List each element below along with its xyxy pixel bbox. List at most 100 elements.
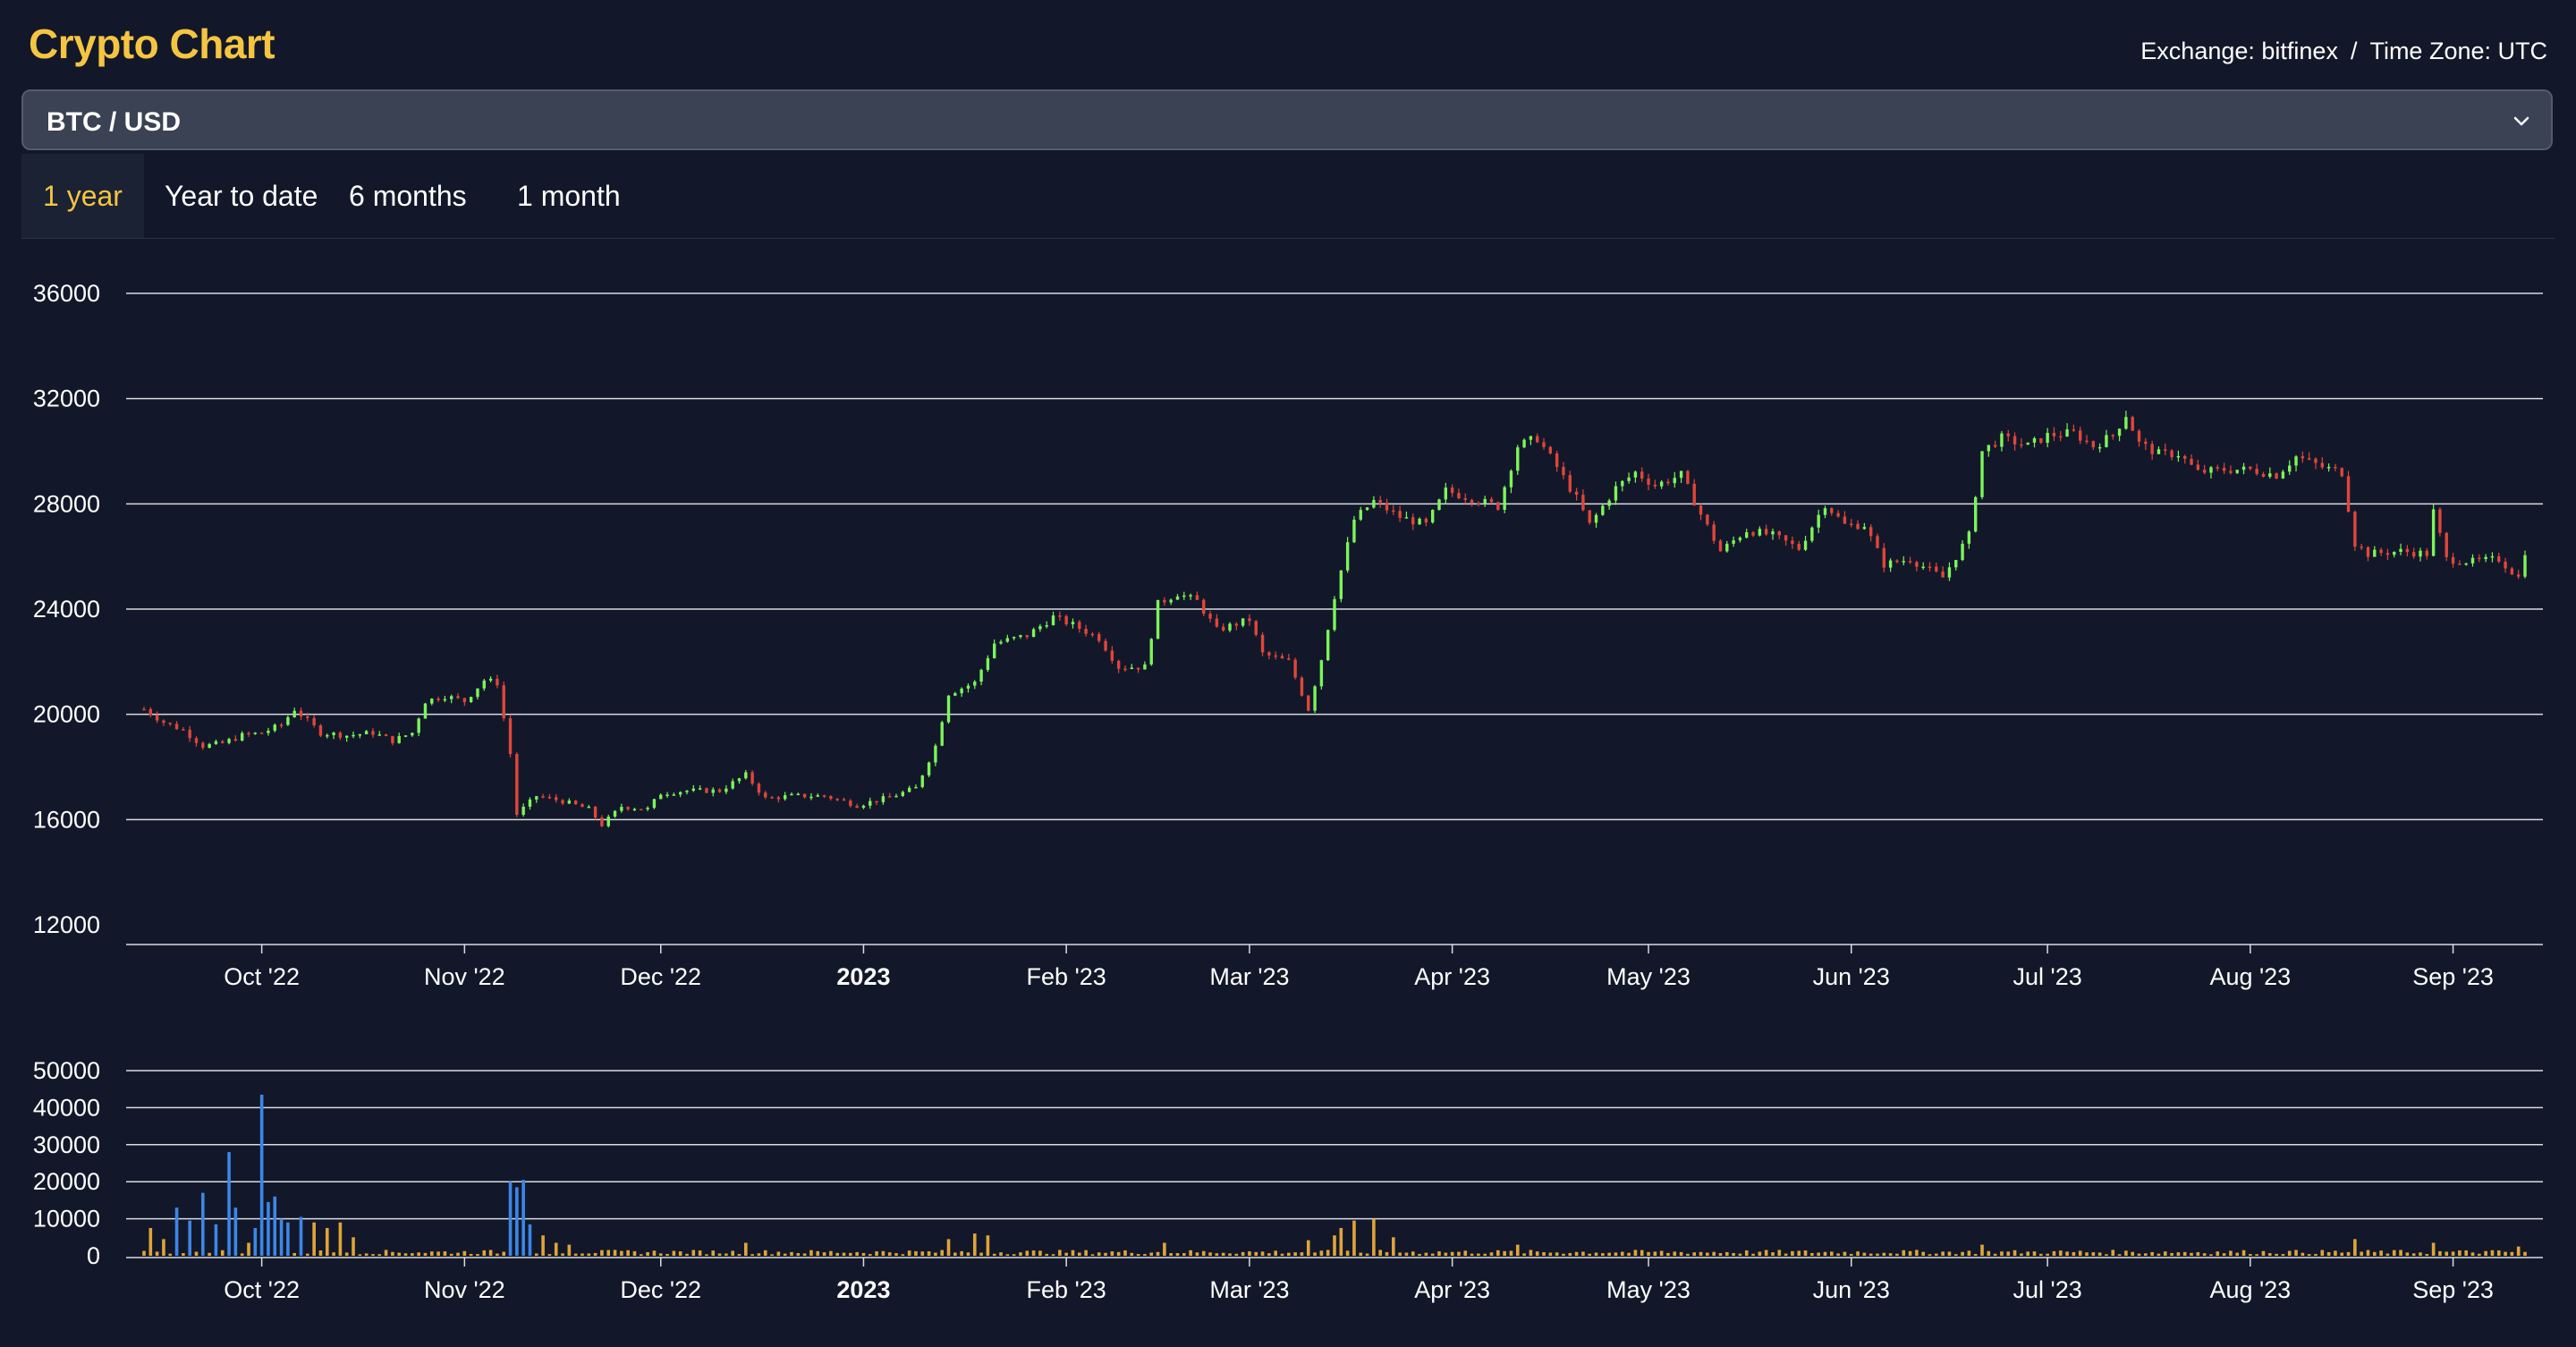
candle-up (2288, 465, 2292, 472)
pair-select[interactable]: BTC / USD (21, 89, 2553, 150)
candle-down (338, 733, 343, 738)
volume-bar (1888, 1253, 1893, 1256)
volume-bar (364, 1253, 369, 1256)
candle-up (1430, 510, 1435, 523)
candle-up (796, 793, 801, 796)
candle-up (1175, 596, 1180, 600)
volume-bar (731, 1250, 734, 1256)
candle-down (2131, 417, 2134, 431)
volume-bar (2046, 1253, 2049, 1256)
candle-up (2117, 428, 2122, 436)
candle-up (1529, 436, 1533, 440)
candle-down (2222, 468, 2226, 471)
candle-down (188, 729, 191, 739)
candle-up (2241, 466, 2246, 470)
candle-up (1607, 500, 1611, 506)
tab-1-month[interactable]: 1 month (517, 180, 621, 212)
candle-down (561, 800, 564, 804)
volume-bar (992, 1253, 996, 1256)
candle-down (842, 799, 846, 801)
tab-6-months[interactable]: 6 months (349, 180, 467, 212)
candle-down (436, 699, 440, 700)
volume-bar (776, 1251, 781, 1256)
volume-bar (1300, 1252, 1304, 1256)
volume-bar (338, 1222, 343, 1256)
candle-down (1260, 634, 1265, 653)
volume-bar (2419, 1252, 2422, 1256)
candle-up (1627, 477, 1631, 481)
price-y-tick-label: 28000 (33, 490, 100, 517)
volume-bar (620, 1250, 623, 1256)
candle-down (2012, 436, 2017, 445)
volume-bar (534, 1253, 538, 1256)
pair-select-value: BTC / USD (47, 107, 181, 137)
candle-up (345, 735, 349, 738)
volume-bar (397, 1252, 402, 1256)
candle-up (979, 669, 983, 682)
candle-up (620, 807, 623, 811)
candle-down (1110, 650, 1114, 661)
volume-bar (2078, 1250, 2082, 1256)
candle-up (1045, 624, 1048, 627)
volume-bar (214, 1224, 218, 1256)
volume-bar (1012, 1254, 1016, 1256)
volume-bar (2510, 1251, 2514, 1256)
candle-up (659, 794, 663, 800)
volume-bar (665, 1253, 669, 1256)
candle-up (2419, 550, 2422, 557)
volume-bar (155, 1251, 159, 1256)
candle-down (855, 806, 859, 809)
volume-bar (1856, 1251, 1860, 1256)
volume-bar (1038, 1250, 1042, 1256)
candle-down (2307, 458, 2311, 460)
candle-down (2164, 449, 2167, 451)
volume-bar (292, 1252, 297, 1256)
volume-bar (273, 1196, 277, 1256)
candle-down (1653, 484, 1657, 487)
tab-year-to-date[interactable]: Year to date (165, 180, 318, 212)
volume-bar (1260, 1251, 1265, 1256)
volume-bar (2222, 1253, 2226, 1256)
candle-up (397, 735, 401, 743)
candle-up (1483, 498, 1487, 504)
candle-up (1921, 566, 1925, 569)
volume-bar (371, 1254, 375, 1256)
tab-1-year[interactable]: 1 year (21, 154, 144, 238)
candle-down (2170, 450, 2174, 458)
candle-down (580, 804, 584, 808)
volume-bar (1058, 1250, 1062, 1256)
candle-down (1555, 453, 1559, 468)
candle-down (1941, 571, 1945, 578)
candle-down (2405, 548, 2410, 553)
candle-up (1352, 519, 1356, 543)
candle-down (2379, 549, 2383, 554)
candle-down (555, 797, 558, 801)
candle-up (1444, 487, 1448, 500)
candle-up (744, 772, 748, 779)
volume-bar (344, 1252, 349, 1256)
candle-up (1228, 623, 1232, 631)
candle-down (750, 772, 754, 784)
volume-bar (2039, 1253, 2043, 1256)
candle-down (391, 735, 394, 743)
volume-bar (1430, 1253, 1435, 1256)
candle-up (1051, 615, 1055, 625)
volume-bar (593, 1252, 597, 1256)
candle-up (2235, 470, 2239, 473)
volume-bar (1967, 1250, 1971, 1256)
volume-bar (1594, 1252, 1598, 1256)
candle-up (2046, 432, 2049, 444)
volume-bar (1908, 1250, 1912, 1256)
candle-up (1973, 496, 1978, 532)
candle-up (1149, 639, 1153, 665)
volume-bar (1241, 1251, 1245, 1256)
candle-down (2091, 441, 2096, 448)
volume-bar (2353, 1239, 2357, 1256)
volume-bar (2281, 1254, 2285, 1256)
volume-bar (1470, 1253, 1474, 1256)
volume-bar (286, 1222, 290, 1256)
price-x-tick-label: Sep '23 (2412, 963, 2494, 990)
volume-bar (1895, 1253, 1899, 1256)
candle-up (632, 809, 637, 811)
candle-up (2490, 555, 2495, 558)
